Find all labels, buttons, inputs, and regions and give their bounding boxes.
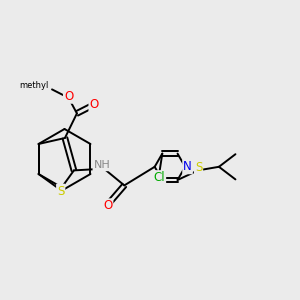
Text: NH: NH bbox=[93, 160, 110, 170]
Text: N: N bbox=[183, 160, 192, 173]
Text: O: O bbox=[103, 199, 112, 212]
Text: S: S bbox=[57, 184, 64, 198]
Text: N: N bbox=[156, 172, 165, 185]
Text: methyl: methyl bbox=[19, 81, 48, 90]
Text: O: O bbox=[89, 98, 99, 112]
Text: Cl: Cl bbox=[154, 171, 165, 184]
Text: S: S bbox=[195, 161, 202, 174]
Text: O: O bbox=[64, 90, 73, 103]
